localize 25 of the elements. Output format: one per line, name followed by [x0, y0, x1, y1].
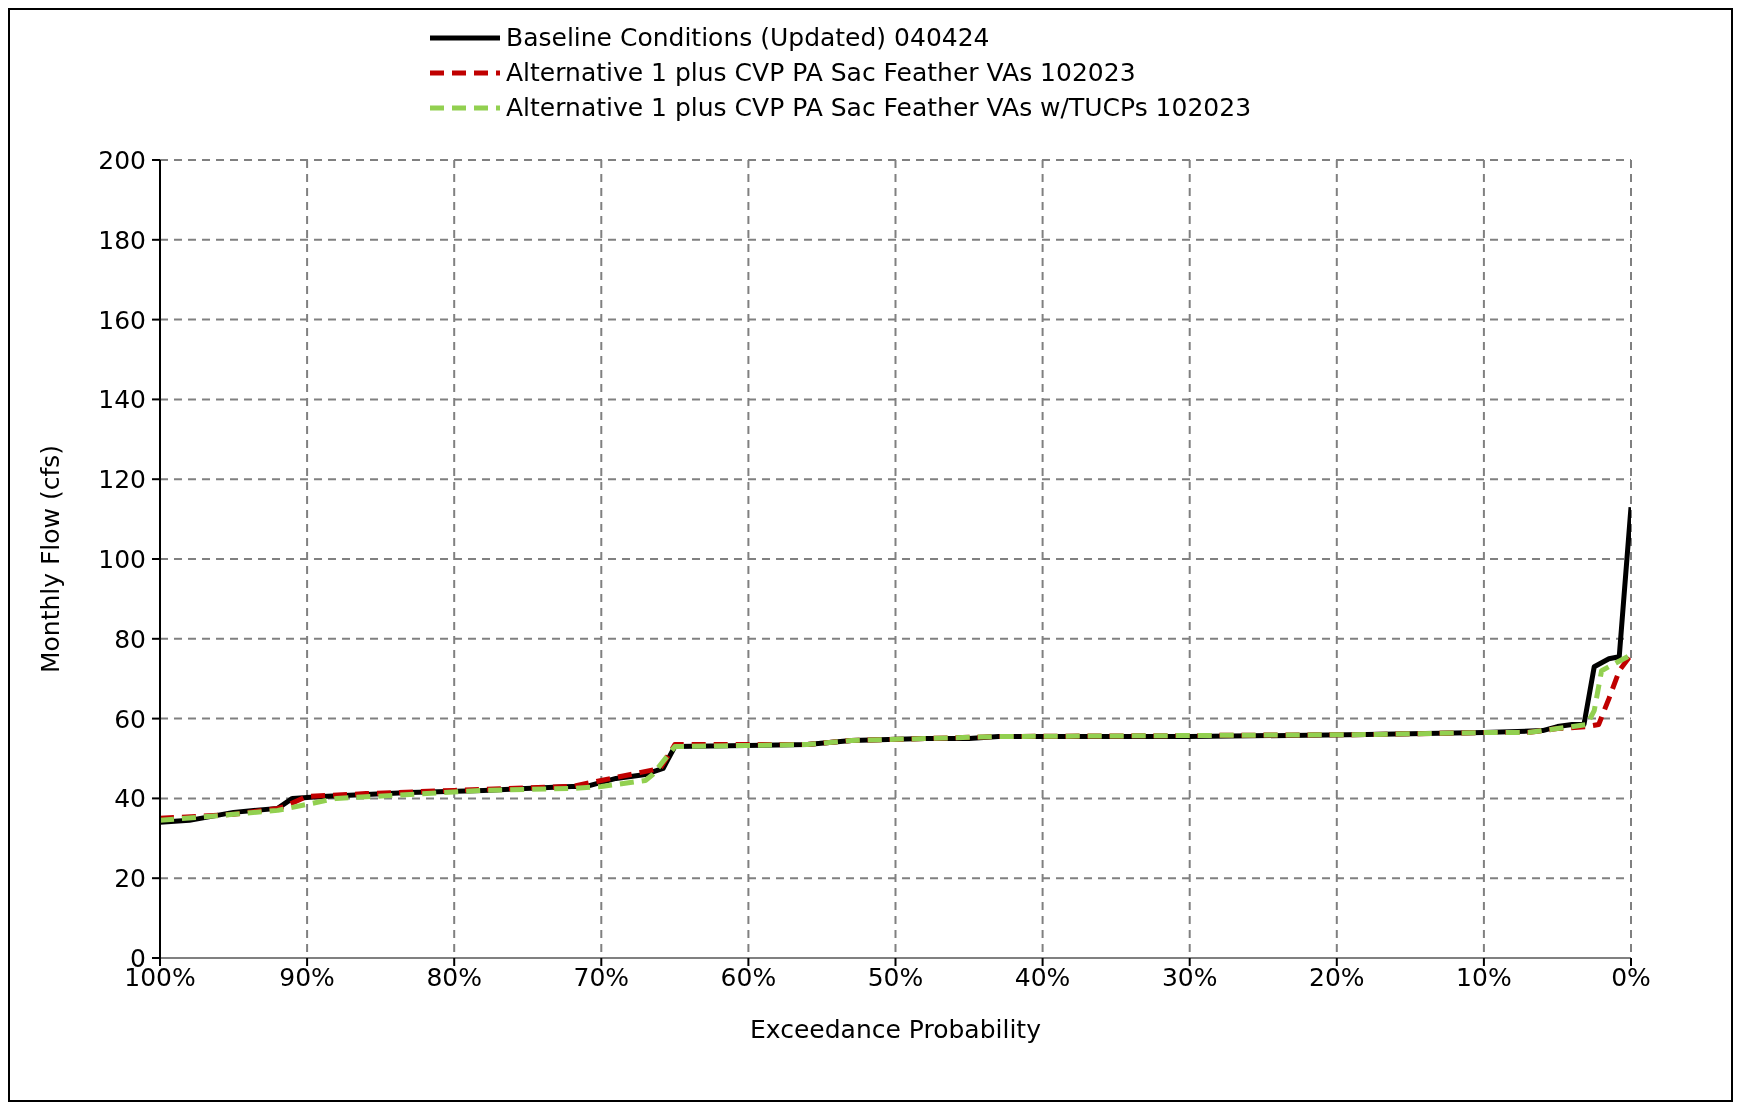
x-tick-label: 90% — [279, 962, 335, 992]
y-tick-label: 180 — [98, 225, 146, 255]
x-axis-title: Exceedance Probability — [750, 1015, 1042, 1044]
x-tick-label: 30% — [1161, 962, 1218, 992]
y-tick-label: 100 — [98, 545, 146, 574]
y-tick-label: 120 — [98, 465, 146, 495]
y-axis-title: Monthly Flow (cfs) — [35, 444, 65, 674]
x-tick-label: 70% — [573, 962, 630, 992]
y-tick-label: 20 — [114, 864, 146, 894]
x-tick-label: 0% — [1611, 962, 1651, 992]
y-tick-label: 80 — [114, 624, 146, 654]
y-tick-label: 40 — [114, 784, 146, 814]
y-tick-label: 200 — [98, 146, 146, 175]
y-tick-label: 160 — [98, 305, 146, 335]
x-tick-label: 60% — [720, 962, 777, 992]
x-tick-label: 20% — [1309, 962, 1365, 992]
y-tick-label: 60 — [114, 704, 146, 734]
legend-label: Alternative 1 plus CVP PA Sac Feather VAs 102023 — [506, 58, 1136, 87]
y-tick-label: 140 — [98, 385, 146, 415]
x-tick-label: 40% — [1014, 962, 1071, 992]
x-tick-label: 50% — [867, 962, 924, 992]
legend-label: Alternative 1 plus CVP PA Sac Feather VAs w/TUCPs 102023 — [506, 93, 1252, 122]
legend-label: Baseline Conditions (Updated) 040424 — [506, 23, 990, 52]
x-tick-label: 80% — [426, 962, 482, 992]
x-tick-label: 10% — [1456, 962, 1512, 992]
